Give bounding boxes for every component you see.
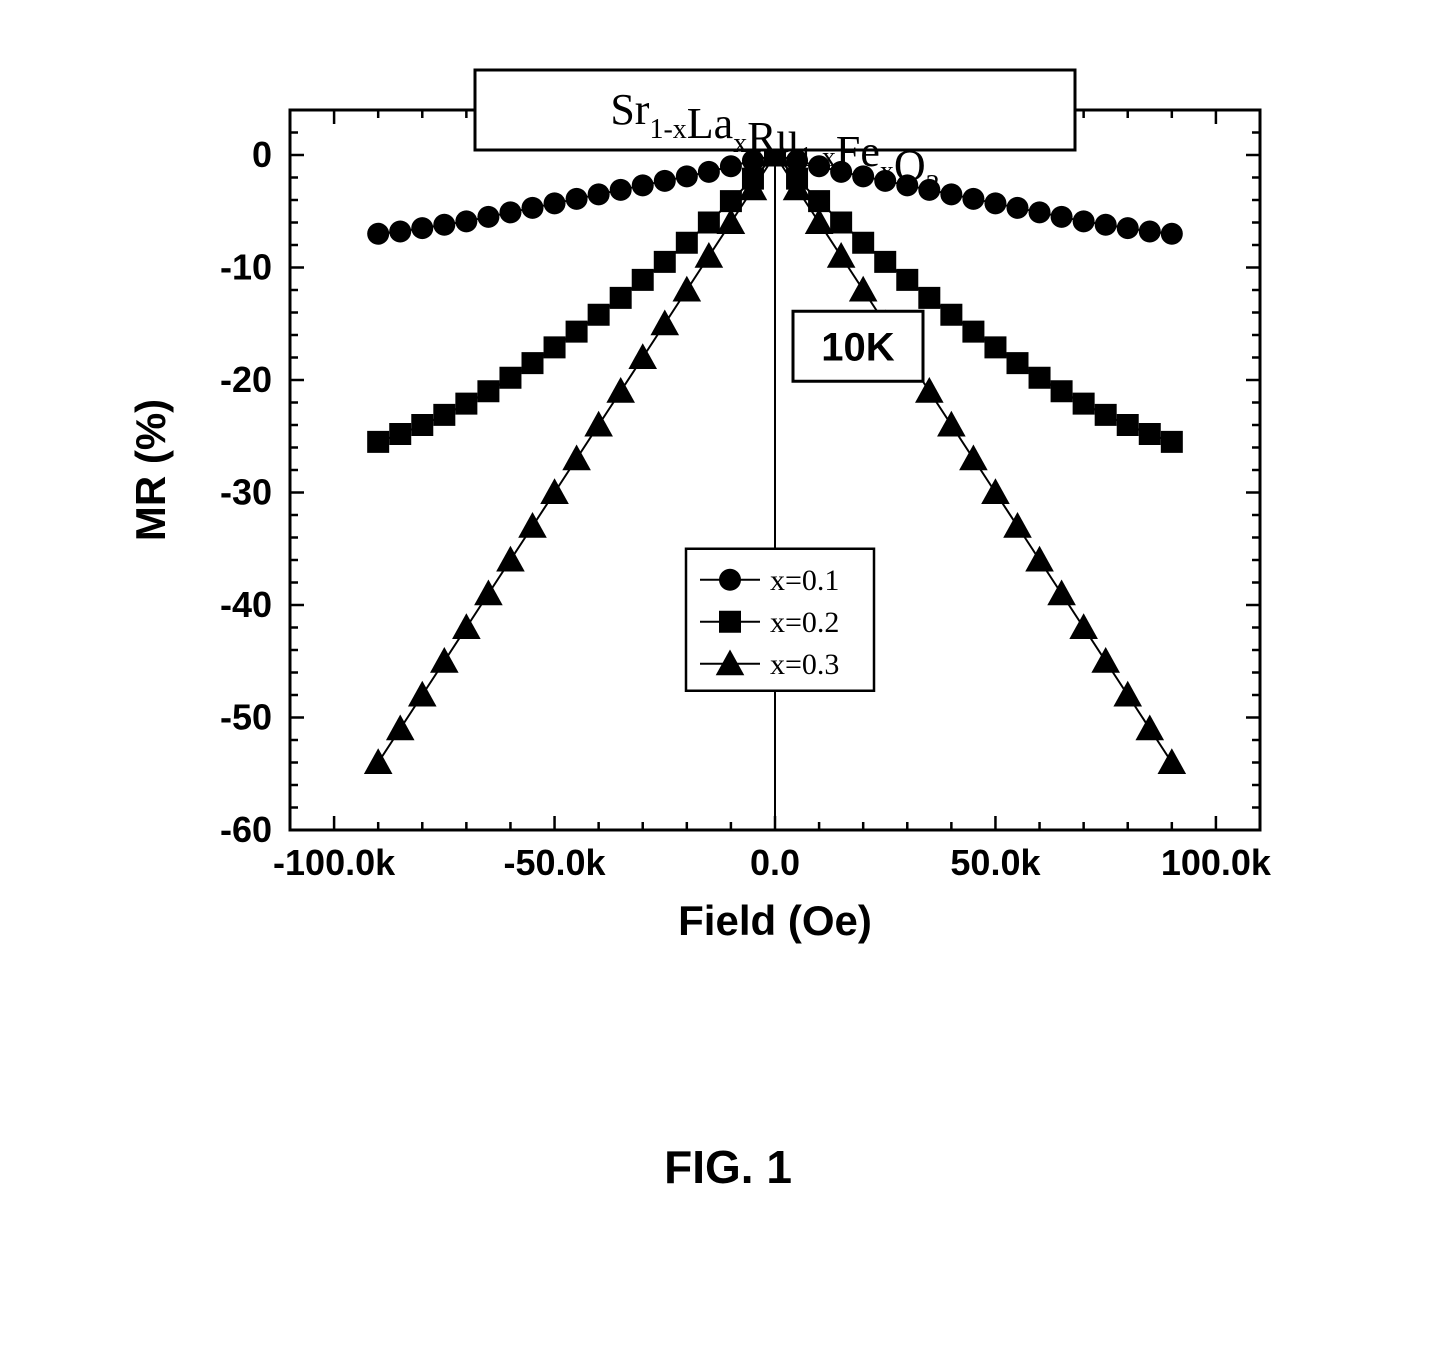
svg-text:0: 0 — [252, 134, 272, 175]
svg-text:-50.0k: -50.0k — [504, 842, 607, 883]
svg-text:10K: 10K — [821, 325, 894, 369]
svg-text:MR (%): MR (%) — [127, 399, 174, 541]
page: -100.0k -50.0k 0.0 50.0k 100.0k -60 -50 -40 -30 -… — [0, 0, 1456, 1363]
svg-text:x=0.3: x=0.3 — [770, 648, 839, 681]
svg-text:-30: -30 — [220, 472, 272, 513]
svg-text:-10: -10 — [220, 247, 272, 288]
svg-text:Field (Oe): Field (Oe) — [678, 897, 872, 944]
chart-svg: -100.0k -50.0k 0.0 50.0k 100.0k -60 -50 -40 -30 -… — [100, 40, 1300, 980]
chart-container: -100.0k -50.0k 0.0 50.0k 100.0k -60 -50 -40 -30 -… — [100, 40, 1300, 980]
svg-text:-60: -60 — [220, 809, 272, 850]
svg-text:100.0k: 100.0k — [1161, 842, 1272, 883]
svg-text:-20: -20 — [220, 359, 272, 400]
svg-text:-100.0k: -100.0k — [273, 842, 396, 883]
figure-label: FIG. 1 — [0, 1140, 1456, 1194]
svg-text:-40: -40 — [220, 584, 272, 625]
svg-text:-50: -50 — [220, 697, 272, 738]
svg-text:x=0.2: x=0.2 — [770, 606, 839, 639]
svg-text:50.0k: 50.0k — [950, 842, 1041, 883]
svg-text:x=0.1: x=0.1 — [770, 564, 839, 597]
svg-text:0.0: 0.0 — [750, 842, 800, 883]
